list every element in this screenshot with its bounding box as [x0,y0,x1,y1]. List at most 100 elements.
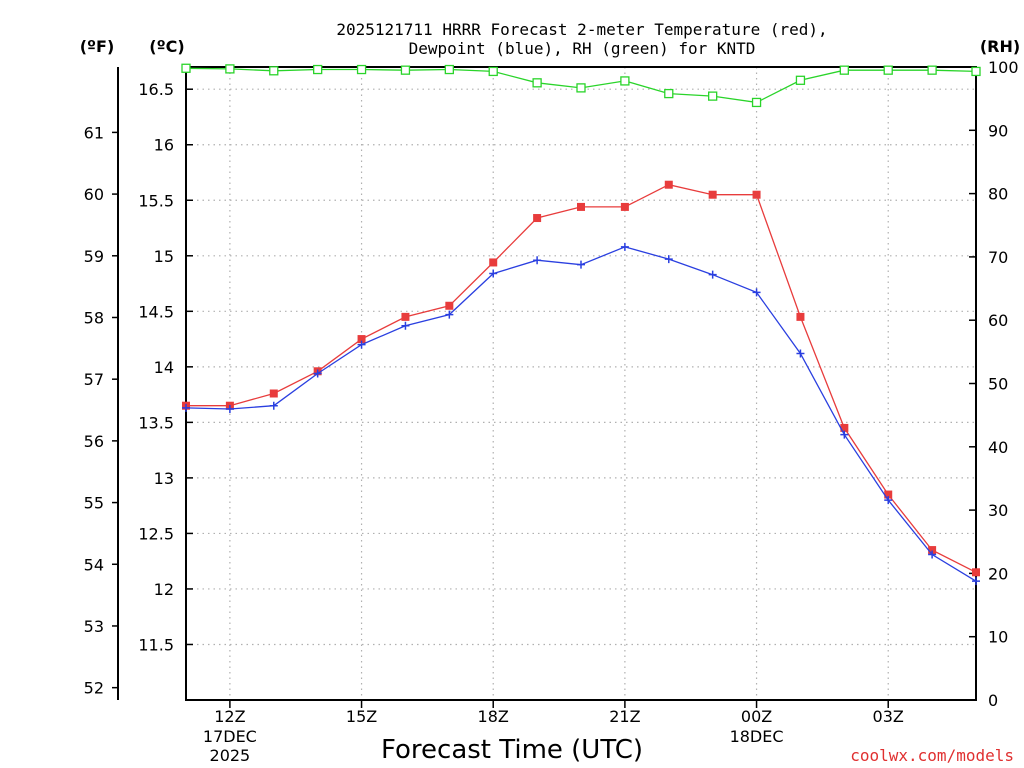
x-tick-label: 12Z [214,707,245,726]
fahrenheit-tick-label: 54 [84,555,104,574]
celsius-tick-label: 11.5 [138,635,174,654]
dewpoint-series-line [185,246,977,582]
temperature-point [357,335,366,344]
temperature-point [972,568,980,577]
x-tick-label: 21Z [609,707,640,726]
celsius-tick-label: 16.5 [138,80,174,99]
axes: 11.5 12 12.5 13 13.5 14 14.5 15 15.5 16 16.5 52 53 54… [84,58,1019,765]
fahrenheit-unit-label: (ºF) [80,37,115,56]
temperature-point [489,258,498,267]
gridlines [186,67,976,700]
dewpoint-point [972,577,980,586]
rh-point [313,64,323,75]
celsius-tick-label: 13 [154,469,174,488]
temperature-point [840,423,849,432]
x-axis-label: Forecast Time (UTC) [381,735,643,765]
rh-tick-label: 100 [988,58,1019,77]
dewpoint-point [489,269,498,278]
temperature-point [796,312,805,321]
dewpoint-point [840,430,849,439]
celsius-tick-label: 13.5 [138,413,174,432]
dewpoint-point [708,270,717,279]
chart-title-line1: 2025121711 HRRR Forecast 2-meter Tempera… [336,20,827,39]
rh-tick-label: 80 [988,185,1008,204]
x-tick-year-label: 2025 [210,746,251,765]
rh-point [488,66,498,77]
dewpoint-point [401,321,410,330]
rh-point [664,88,674,99]
rh-point [620,76,630,86]
x-tick-date-label: 18DEC [730,727,784,746]
temperature-point [533,214,542,223]
fahrenheit-tick-label: 53 [84,617,104,636]
fahrenheit-tick-label: 55 [84,494,104,513]
temperature-point [884,490,893,499]
celsius-tick-label: 15 [154,247,174,266]
watermark: coolwx.com/models [850,746,1014,765]
dewpoint-point [884,496,893,505]
celsius-tick-label: 14 [154,358,174,377]
rh-tick-label: 30 [988,501,1008,520]
dewpoint-point [357,340,366,349]
rh-tick-label: 70 [988,248,1008,267]
dewpoint-point [533,256,542,265]
fahrenheit-tick-label: 57 [84,370,104,389]
data-series [181,63,981,586]
x-tick-label: 00Z [741,707,772,726]
rh-point [927,65,937,75]
fahrenheit-tick-label: 58 [84,308,104,327]
rh-point [181,63,191,73]
rh-unit-label: (RH) [980,37,1020,56]
dewpoint-point [928,550,937,559]
temperature-point [928,546,937,555]
rh-point [971,66,981,77]
celsius-unit-label: (ºC) [149,37,184,56]
rh-point [708,91,718,101]
dewpoint-point [620,242,629,251]
rh-point [795,75,806,85]
temperature-point [664,180,673,189]
temperature-point [708,190,717,199]
rh-tick-label: 60 [988,311,1008,330]
temperature-point [445,301,454,310]
celsius-tick-label: 16 [154,136,174,155]
fahrenheit-tick-label: 60 [84,185,104,204]
rh-tick-label: 40 [988,438,1008,457]
temperature-series-line [186,184,977,573]
x-tick-label: 15Z [346,707,377,726]
rh-point [269,66,279,76]
rh-point [532,78,542,88]
rh-point [576,83,586,93]
chart-title-line2: Dewpoint (blue), RH (green) for KNTD [409,39,756,58]
dewpoint-point [445,310,454,319]
temperature-point [401,312,410,321]
dewpoint-point [182,403,190,412]
rh-tick-label: 10 [988,628,1008,647]
rh-tick-label: 20 [988,564,1008,583]
fahrenheit-tick-label: 59 [84,247,104,266]
x-tick-label: 18Z [478,707,509,726]
dewpoint-point [796,349,805,358]
fahrenheit-tick-label: 61 [84,123,104,142]
rh-point [883,65,893,75]
rh-point [400,65,411,75]
rh-point [751,97,762,108]
temperature-point [752,190,761,199]
dewpoint-point [664,255,673,264]
temperature-point [577,202,585,211]
rh-tick-label: 50 [988,375,1008,394]
rh-point [225,64,235,74]
celsius-tick-label: 14.5 [138,302,174,321]
celsius-tick-label: 15.5 [138,191,174,210]
rh-point [839,65,849,75]
dewpoint-point [577,260,585,269]
rh-point [444,64,454,75]
celsius-tick-label: 12 [154,580,174,599]
dewpoint-point [269,401,278,410]
rh-point [356,64,367,75]
x-tick-label: 03Z [873,707,904,726]
rh-tick-label: 0 [988,691,998,710]
dewpoint-point [752,288,761,297]
temperature-point [269,389,278,398]
